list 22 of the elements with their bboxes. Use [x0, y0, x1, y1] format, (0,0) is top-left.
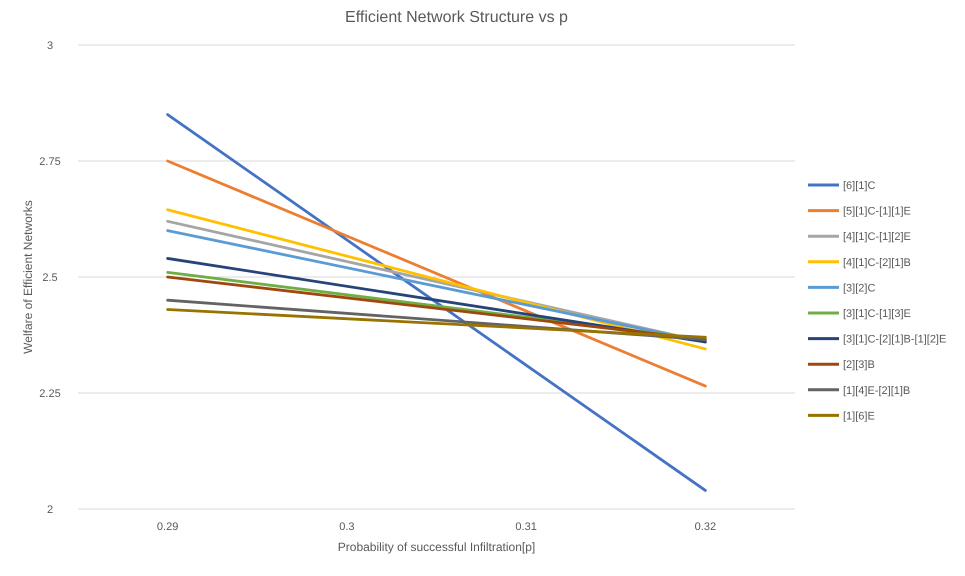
x-tick-label: 0.29	[156, 521, 178, 533]
y-tick-label: 2.75	[39, 156, 61, 168]
x-tick-label: 0.3	[339, 521, 355, 533]
legend-label: [5][1]C-[1][1]E	[843, 206, 911, 218]
y-tick-label: 2.25	[39, 388, 61, 400]
y-axis-title: Welfare of Efficient Networks	[21, 200, 35, 354]
y-tick-label: 3	[46, 40, 54, 52]
legend-label: [1][4]E-[2][1]B	[843, 384, 910, 397]
legend-label: [2][3]B	[843, 359, 875, 372]
legend-label: [1][6]E	[843, 410, 875, 422]
x-tick-label: 0.32	[694, 521, 716, 533]
legend-label: [4][1]C-[2][1]B	[843, 256, 911, 269]
y-tick-label: 2.5	[42, 272, 58, 284]
chart-title: Efficient Network Structure vs p	[345, 9, 568, 26]
y-tick-label: 2	[46, 504, 54, 516]
x-axis-title: Probability of successful Infiltration[p]	[338, 540, 536, 554]
legend-label: [3][1]C-[1][3]E	[843, 308, 911, 320]
legend-label: [6][1]C	[843, 180, 876, 192]
legend-label: [3][1]C-[2][1]B-[1][2]E	[843, 334, 946, 346]
legend-label: [3][2]C	[843, 282, 876, 294]
x-tick-label: 0.31	[515, 521, 537, 533]
legend-label: [4][1]C-[1][2]E	[843, 231, 911, 244]
